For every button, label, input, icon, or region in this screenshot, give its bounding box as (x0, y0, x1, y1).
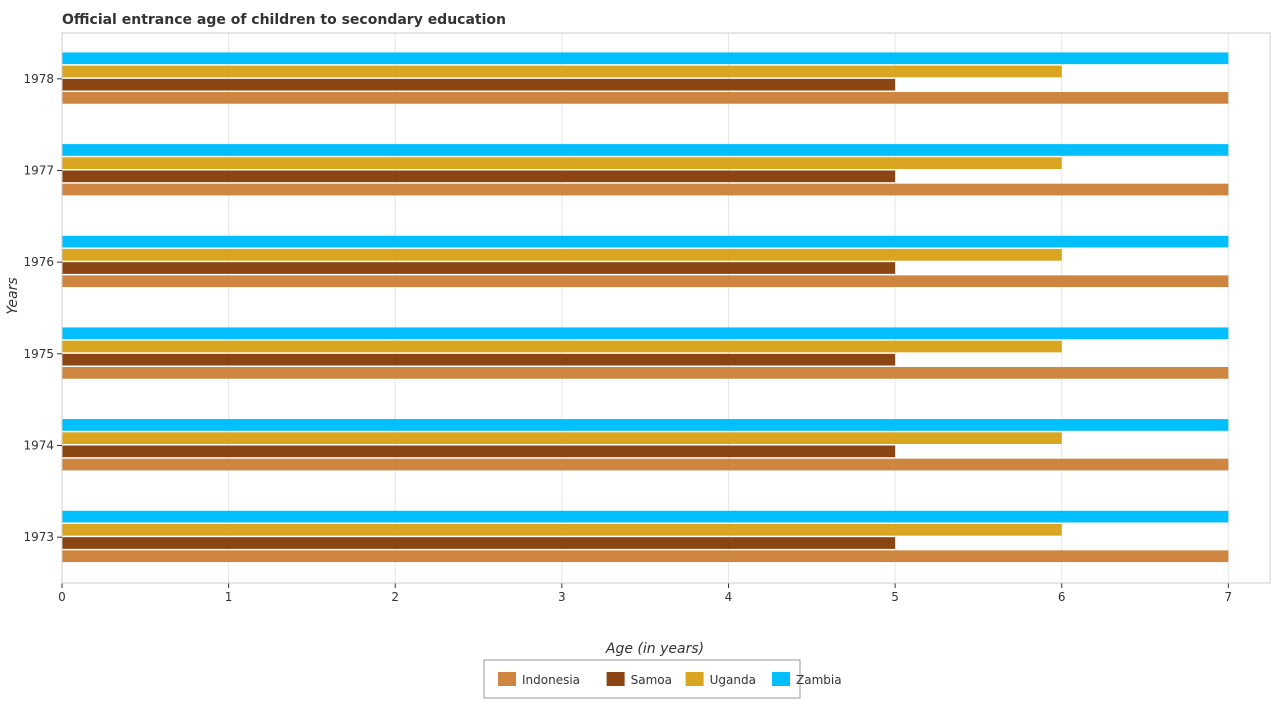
axes: 0 1 2 3 4 5 6 7 1973 1974 1975 1976 1977 1978 (23, 32, 1271, 604)
x-tick-label: 3 (558, 590, 566, 604)
x-tick-label: 6 (1058, 590, 1066, 604)
bar-indonesia-1975 (62, 367, 1229, 379)
legend-swatch-uganda (685, 672, 704, 686)
legend: Indonesia Samoa Uganda Zambia (483, 659, 842, 699)
bar-zambia-1976 (62, 235, 1229, 248)
bar-zambia-1974 (62, 419, 1229, 431)
legend-swatch-zambia (772, 672, 790, 686)
plot-frame (61, 32, 1271, 584)
bar-samoa-1976 (62, 262, 896, 274)
bar-uganda-1974 (62, 432, 1062, 444)
chart-title: Official entrance age of children to sec… (62, 12, 506, 28)
legend-box (483, 659, 801, 699)
legend-swatch-samoa (606, 672, 625, 686)
bar-indonesia-1978 (62, 92, 1229, 104)
y-tick-label: 1976 (23, 255, 54, 269)
legend-label-zambia: Zambia (796, 673, 842, 687)
y-tick-label: 1978 (23, 72, 54, 86)
bar-zambia-1973 (62, 510, 1229, 523)
bar-uganda-1978 (62, 65, 1062, 78)
bar-samoa-1973 (62, 537, 896, 549)
bar-zambia-1978 (62, 52, 1229, 65)
bar-uganda-1975 (62, 340, 1062, 353)
x-tick-label: 2 (391, 590, 399, 604)
bar-samoa-1977 (62, 170, 896, 183)
bar-samoa-1978 (62, 78, 896, 91)
bar-zambia-1977 (62, 144, 1229, 156)
bar-indonesia-1973 (62, 550, 1229, 563)
x-tick-label: 1 (225, 590, 233, 604)
bar-uganda-1973 (62, 523, 1062, 536)
y-tick-label: 1974 (23, 439, 54, 453)
bar-indonesia-1974 (62, 458, 1229, 471)
x-axis-label: Age (in years) (605, 641, 704, 657)
y-tick-label: 1973 (23, 530, 54, 544)
y-tick-label: 1977 (23, 164, 54, 178)
legend-label-samoa: Samoa (631, 673, 672, 687)
bar-uganda-1976 (62, 248, 1062, 261)
bar-uganda-1977 (62, 157, 1062, 169)
bars (62, 52, 1229, 563)
x-tick-label: 4 (725, 590, 733, 604)
x-tick-label: 0 (58, 590, 66, 604)
y-tick-label: 1975 (23, 347, 54, 361)
bar-indonesia-1976 (62, 275, 1229, 288)
x-tick-label: 7 (1225, 590, 1233, 604)
legend-label-uganda: Uganda (710, 673, 756, 687)
bar-zambia-1975 (62, 327, 1229, 340)
bar-samoa-1975 (62, 353, 896, 366)
legend-label-indonesia: Indonesia (522, 673, 580, 687)
legend-swatch-indonesia (498, 672, 516, 686)
bar-samoa-1974 (62, 445, 896, 458)
bar-indonesia-1977 (62, 183, 1229, 196)
grid (61, 33, 1229, 583)
x-tick-label: 5 (891, 590, 899, 604)
y-axis-label: Years (5, 277, 21, 314)
